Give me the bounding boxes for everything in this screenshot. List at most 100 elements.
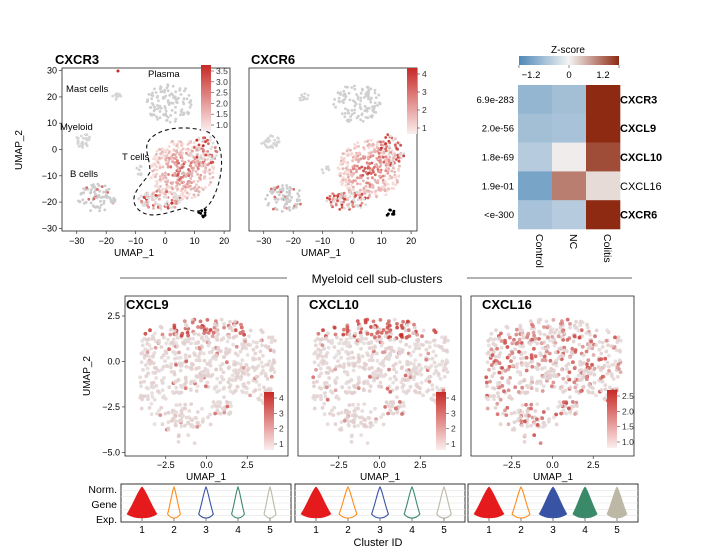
cell-point: [253, 388, 258, 393]
cell-point: [351, 173, 354, 177]
violin-ylabel-line2: Gene: [91, 499, 117, 511]
cell-point: [162, 97, 165, 100]
cell-point: [406, 328, 411, 333]
cell-point: [419, 372, 424, 377]
cell-point: [181, 187, 185, 191]
cell-point: [381, 178, 385, 182]
cell-point: [373, 165, 376, 169]
cell-point: [369, 325, 373, 329]
cell-point: [506, 388, 511, 393]
cell-point: [172, 142, 176, 146]
cell-point: [246, 366, 251, 371]
cell-point: [373, 101, 377, 105]
cell-point: [280, 197, 284, 201]
cell-point: [275, 186, 279, 190]
cell-point: [570, 400, 575, 404]
cell-point: [497, 380, 502, 385]
cell-point: [371, 114, 374, 117]
cell-point: [266, 362, 270, 367]
heatmap-cell: [552, 200, 587, 230]
cell-point: [288, 199, 291, 203]
cell-point: [607, 353, 611, 358]
cell-point: [565, 338, 570, 342]
cell-point: [512, 355, 517, 360]
cell-point: [386, 170, 390, 174]
cell-point: [208, 363, 213, 368]
cell-point: [269, 134, 273, 138]
cell-point: [597, 347, 602, 352]
cell-point: [167, 385, 172, 390]
cell-point: [443, 362, 448, 367]
cell-point: [373, 88, 377, 92]
cell-point: [344, 107, 347, 111]
y-tick-label: −20: [42, 197, 57, 207]
cell-point: [203, 384, 208, 389]
cell-point: [352, 158, 355, 161]
cell-point: [591, 386, 595, 391]
cell-point: [151, 354, 155, 359]
colorbar-gradient: [436, 392, 446, 450]
cell-point: [172, 196, 176, 199]
cell-point: [80, 142, 83, 146]
cell-point: [560, 367, 564, 372]
cell-point: [407, 334, 412, 338]
cell-point: [606, 364, 611, 369]
cell-point: [184, 189, 188, 193]
umap-title: CXCR3: [55, 52, 99, 67]
cell-point: [600, 365, 604, 370]
cell-point: [177, 413, 182, 418]
cell-point: [537, 362, 541, 367]
cell-point: [392, 156, 395, 160]
cell-point: [559, 403, 563, 408]
cell-point: [84, 133, 87, 137]
cell-point: [350, 433, 354, 437]
cell-point: [102, 195, 106, 199]
cell-point: [371, 319, 376, 324]
cell-point: [383, 189, 387, 193]
cell-point: [511, 363, 515, 368]
cell-point: [344, 95, 348, 98]
cell-point: [192, 141, 196, 145]
cell-point: [285, 186, 289, 190]
cell-point: [167, 151, 171, 155]
cell-point: [542, 354, 547, 359]
x-tick-label: 2.5: [587, 460, 600, 470]
cell-point: [195, 425, 200, 429]
cell-point: [341, 365, 346, 370]
cell-point: [203, 211, 207, 215]
cell-point: [231, 335, 236, 340]
cell-point: [387, 167, 391, 171]
cell-point: [193, 341, 198, 346]
cell-point: [334, 353, 339, 358]
cell-point: [523, 413, 528, 418]
cell-point: [169, 165, 173, 169]
cell-point: [204, 153, 208, 157]
cell-point: [521, 344, 526, 349]
cell-point: [389, 151, 393, 154]
cell-point: [574, 319, 578, 324]
cell-point: [609, 371, 614, 376]
cell-point: [327, 168, 331, 172]
cell-point: [353, 104, 357, 108]
cell-point: [291, 206, 295, 210]
cell-point: [365, 379, 370, 384]
cell-point: [512, 337, 516, 342]
cell-point: [275, 200, 278, 204]
x-tick-label: −10: [315, 236, 330, 246]
umap-title: CXCL10: [309, 297, 359, 312]
cell-point: [194, 358, 199, 363]
cell-point: [324, 354, 328, 359]
cell-point: [184, 185, 187, 189]
cell-point: [532, 346, 536, 351]
cell-point: [394, 183, 398, 187]
cell-point: [343, 197, 346, 201]
cell-point: [335, 335, 339, 340]
cell-point: [400, 348, 405, 352]
cell-point: [226, 380, 231, 385]
cell-point: [367, 143, 371, 146]
cell-point: [529, 402, 534, 407]
cell-point: [162, 376, 167, 380]
cell-point: [338, 92, 342, 96]
